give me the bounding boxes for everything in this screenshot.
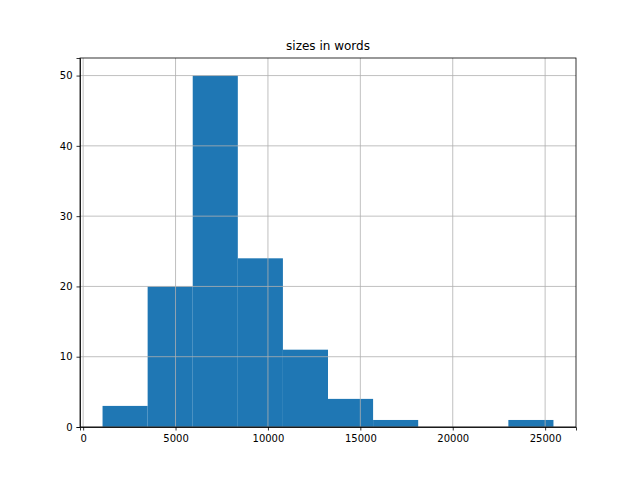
tick-mark — [453, 427, 454, 431]
tick: 30 — [60, 211, 80, 222]
grid-line — [267, 58, 268, 427]
tick: 15000 — [345, 427, 377, 444]
tick: 50 — [60, 70, 80, 81]
histogram-bar — [238, 258, 283, 427]
tick-label: 0 — [66, 422, 72, 433]
bars — [103, 76, 554, 427]
plot-area: 0 5000 10000 15000 20000 25000 0 10 20 30 40 50 — [60, 58, 577, 444]
tick-mark — [77, 146, 81, 147]
grid-line — [452, 58, 453, 427]
tick: 10000 — [253, 427, 285, 444]
grid-line — [360, 58, 361, 427]
tick-label: 20 — [60, 281, 73, 292]
tick-mark — [77, 427, 81, 428]
histogram-bar — [283, 350, 328, 427]
tick-mark — [77, 216, 81, 217]
x-axis: 0 5000 10000 15000 20000 25000 — [80, 427, 576, 444]
tick-label: 10 — [60, 351, 73, 362]
tick-mark — [360, 427, 361, 431]
tick-mark — [176, 427, 177, 431]
histogram-bar — [508, 420, 553, 427]
tick-label: 20000 — [437, 433, 469, 444]
tick: 40 — [60, 141, 80, 152]
grid-line — [80, 75, 576, 76]
tick-label: 40 — [60, 141, 73, 152]
grid-line — [80, 145, 576, 146]
grid-line — [80, 356, 576, 357]
tick-label: 50 — [60, 70, 73, 81]
grid-line — [545, 58, 546, 427]
histogram-bar — [193, 76, 238, 427]
grid-line — [80, 286, 576, 287]
histogram-bar — [103, 406, 148, 427]
tick-label: 15000 — [345, 433, 377, 444]
tick: 20 — [60, 281, 80, 292]
tick: 25000 — [530, 427, 562, 444]
tick-label: 0 — [80, 433, 86, 444]
grid-line — [83, 58, 84, 427]
tick: 20000 — [437, 427, 469, 444]
histogram-bar — [373, 420, 418, 427]
tick-label: 10000 — [253, 433, 285, 444]
tick: 5000 — [163, 427, 188, 444]
grid-line — [175, 58, 176, 427]
axis-line — [81, 428, 577, 431]
tick-mark — [77, 76, 81, 77]
tick-mark — [545, 427, 546, 431]
tick-mark — [77, 357, 81, 358]
tick-label: 30 — [60, 211, 73, 222]
histogram-bar — [328, 399, 373, 427]
tick-mark — [83, 427, 84, 431]
tick-label: 5000 — [163, 433, 188, 444]
plot-frame — [80, 58, 576, 427]
tick-label: 25000 — [530, 433, 562, 444]
chart-title: sizes in words — [286, 39, 370, 53]
y-axis: 0 10 20 30 40 50 — [60, 59, 81, 433]
tick: 0 — [66, 422, 80, 433]
chart: 0 5000 10000 15000 20000 25000 0 10 20 30 40 50 size… — [0, 0, 640, 480]
tick: 0 — [80, 427, 86, 444]
tick: 10 — [60, 351, 80, 362]
tick-mark — [268, 427, 269, 431]
tick-mark — [77, 286, 81, 287]
grid-line — [80, 216, 576, 217]
grid — [80, 58, 576, 427]
